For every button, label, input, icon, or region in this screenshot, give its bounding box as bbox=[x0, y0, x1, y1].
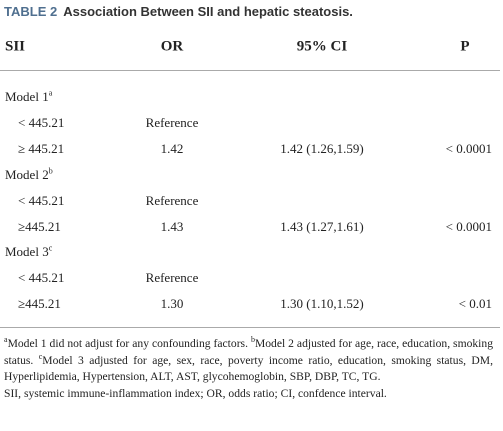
table-cell: Reference bbox=[145, 270, 199, 286]
table-cell: Reference bbox=[145, 192, 199, 208]
table-cell: 1.30 (1.10,1.52) bbox=[280, 296, 364, 312]
footnote: aModel 1 did not adjust for any confound… bbox=[4, 336, 493, 386]
table-cell: 1.30 bbox=[160, 296, 184, 312]
table-cell: < 445.21 bbox=[18, 192, 65, 208]
table-cell: 1.42 (1.26,1.59) bbox=[280, 140, 364, 156]
table-cell: < 0.0001 bbox=[445, 218, 492, 234]
footnote-mark: a bbox=[48, 88, 53, 98]
bottom-rule bbox=[0, 327, 500, 328]
table-cell: < 0.0001 bbox=[445, 140, 492, 156]
caption-text: Association Between SII and hepatic stea… bbox=[63, 4, 353, 19]
model-label: Model 3c bbox=[5, 244, 52, 260]
column-header: P bbox=[460, 38, 470, 55]
footnote-mark: b bbox=[48, 166, 53, 176]
footnotes: aModel 1 did not adjust for any confound… bbox=[4, 336, 493, 402]
table-cell: Reference bbox=[145, 114, 199, 130]
footnote-mark: c bbox=[38, 351, 43, 361]
column-header: 95% CI bbox=[296, 38, 348, 55]
footnote-text: Model 3 adjusted for age, sex, race, pov… bbox=[4, 353, 493, 384]
table-cell: 1.43 bbox=[160, 218, 184, 234]
model-name: Model 3 bbox=[5, 244, 49, 260]
column-header: OR bbox=[160, 38, 184, 55]
caption: TABLE 2 Association Between SII and hepat… bbox=[4, 4, 353, 19]
table-cell: ≥ 445.21 bbox=[18, 140, 65, 156]
footnote-mark: b bbox=[250, 335, 255, 345]
table-cell: 1.43 (1.27,1.61) bbox=[280, 218, 364, 234]
table-cell: ≥445.21 bbox=[18, 218, 61, 234]
model-label: Model 1a bbox=[5, 89, 52, 105]
model-name: Model 1 bbox=[5, 89, 49, 104]
table-cell: < 445.21 bbox=[18, 270, 65, 286]
footnote-text: Model 2 adjusted for age, race, educatio… bbox=[4, 337, 493, 367]
column-header: SII bbox=[5, 38, 26, 55]
footnote-mark: a bbox=[4, 335, 8, 345]
caption-label: TABLE 2 bbox=[4, 4, 58, 19]
footnote-text: Model 1 did not adjust for any confoundi… bbox=[7, 337, 251, 350]
model-label: Model 2b bbox=[5, 167, 53, 183]
table-cell: ≥445.21 bbox=[18, 296, 61, 312]
footnote-mark: c bbox=[48, 244, 53, 254]
footnote: SII, systemic immune-inflammation index;… bbox=[4, 386, 493, 403]
header-rule bbox=[0, 70, 500, 71]
footnote-text: SII, systemic immune-inflammation index;… bbox=[4, 386, 387, 400]
table-cell: < 445.21 bbox=[18, 114, 65, 130]
table-cell: 1.42 bbox=[160, 140, 184, 156]
model-name: Model 2 bbox=[5, 166, 49, 182]
table-cell: < 0.01 bbox=[458, 296, 492, 312]
